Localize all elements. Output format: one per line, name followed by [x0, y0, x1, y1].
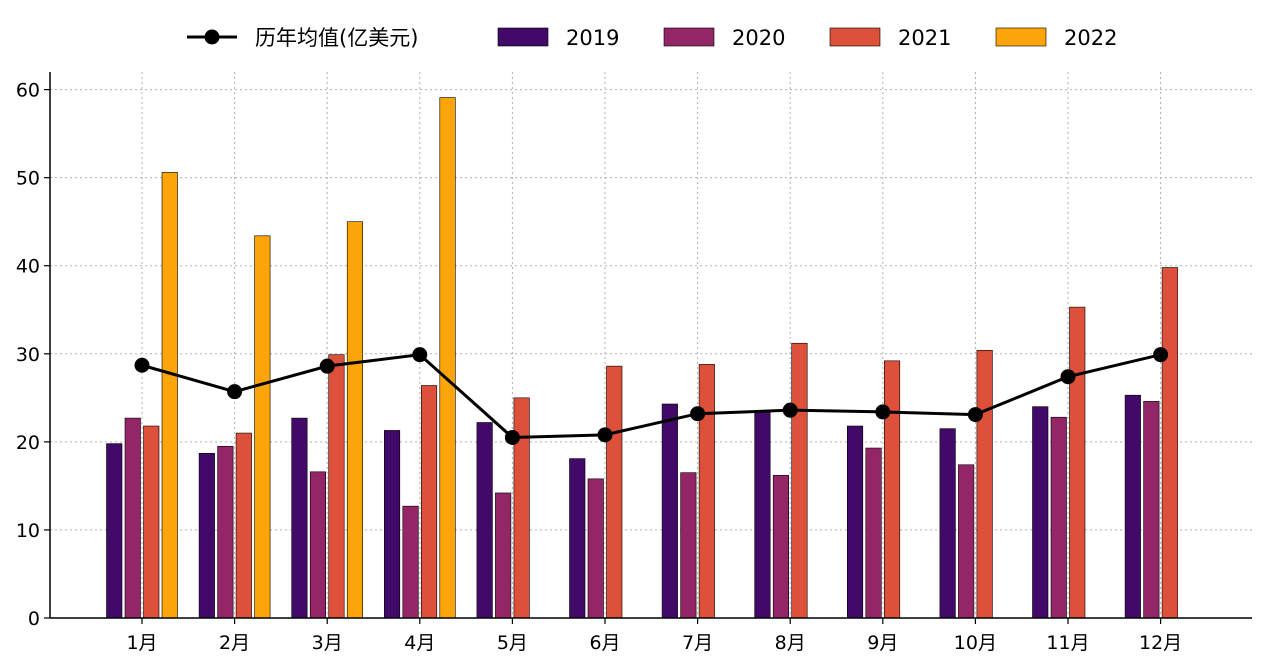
legend-label: 2020 — [732, 26, 785, 50]
y-tick-label: 10 — [16, 520, 40, 542]
bar-2020 — [1143, 401, 1160, 619]
bar-2019 — [476, 422, 493, 619]
bar-2021 — [143, 425, 160, 619]
x-tick-label: 12月 — [1139, 632, 1182, 654]
legend-label: 2022 — [1064, 26, 1117, 50]
bar-2022 — [161, 172, 178, 619]
average-point — [134, 357, 150, 373]
bar-2019 — [754, 410, 771, 619]
bar-2020 — [1050, 416, 1067, 619]
bar-2021 — [235, 432, 252, 619]
y-tick-label: 60 — [16, 80, 40, 102]
average-point — [504, 429, 520, 445]
bar-2020 — [402, 505, 419, 619]
average-point — [319, 358, 335, 374]
bar-2019 — [939, 428, 956, 619]
bar-2021 — [698, 364, 715, 619]
y-tick-label: 50 — [16, 168, 40, 190]
bar-2022 — [254, 235, 271, 619]
average-point — [875, 404, 891, 420]
legend-swatch-2020 — [663, 27, 715, 47]
x-tick-label: 5月 — [497, 632, 528, 654]
legend-line-marker — [204, 29, 220, 45]
bar-2020 — [865, 447, 882, 619]
legend-label: 2019 — [566, 26, 619, 50]
bar-2020 — [217, 445, 234, 619]
bar-2021 — [883, 360, 901, 619]
bar-2020 — [124, 417, 141, 619]
bar-2019 — [661, 403, 678, 619]
x-tick-label: 9月 — [867, 632, 898, 654]
legend-label: 历年均值(亿美元) — [255, 26, 418, 50]
x-tick-label: 1月 — [126, 632, 157, 654]
bar-2022 — [439, 97, 456, 619]
gridlines — [50, 72, 1252, 618]
bar-2021 — [606, 365, 623, 619]
average-line — [141, 353, 1161, 439]
average-point — [690, 406, 706, 422]
bar-2020 — [680, 472, 697, 619]
average-line-series — [134, 347, 1169, 445]
bar-2019 — [1032, 406, 1049, 619]
average-point — [967, 407, 983, 423]
legend-swatch-2022 — [995, 27, 1047, 47]
bar-2020 — [495, 492, 512, 619]
bar-2022 — [346, 221, 364, 619]
bar-2021 — [420, 385, 438, 619]
bar-2021 — [791, 342, 808, 619]
bar-2020 — [309, 471, 327, 619]
x-tick-label: 3月 — [312, 632, 343, 654]
average-point — [1060, 369, 1076, 385]
legend: 历年均值(亿美元) 2019 2020 2021 2022 — [187, 26, 1117, 50]
y-tick-label: 20 — [16, 432, 40, 454]
bar-2019 — [106, 443, 123, 619]
bar-2019 — [1124, 394, 1141, 619]
axes: 0 10 20 30 40 50 60 1月 2月 3月 4月 5月 6月 7月 8月 9月 10月 11月 12月 — [16, 72, 1252, 654]
bar-2019 — [198, 453, 215, 619]
y-tick-label: 40 — [16, 256, 40, 278]
x-tick-label: 2月 — [219, 632, 250, 654]
bar-2021 — [976, 349, 993, 619]
x-tick-label: 4月 — [404, 632, 435, 654]
bar-2020 — [958, 464, 975, 619]
bar-2019 — [383, 430, 401, 619]
x-tick-label: 8月 — [775, 632, 806, 654]
x-tick-label: 11月 — [1046, 632, 1089, 654]
bar-2019 — [291, 417, 308, 619]
bar-2021 — [1069, 306, 1086, 619]
y-tick-label: 0 — [28, 608, 40, 630]
bar-2020 — [772, 475, 790, 619]
average-point — [1153, 347, 1169, 363]
legend-swatch-2021 — [829, 27, 881, 47]
average-point — [782, 402, 798, 418]
y-tick-label: 30 — [16, 344, 40, 366]
bar-2020 — [587, 478, 604, 619]
average-point — [412, 347, 428, 363]
x-tick-label: 10月 — [954, 632, 997, 654]
average-point — [597, 427, 613, 443]
legend-label: 2021 — [898, 26, 951, 50]
bars — [106, 97, 1178, 619]
bar-2019 — [846, 425, 864, 619]
bar-2019 — [569, 458, 586, 619]
average-point — [227, 384, 243, 400]
x-tick-label: 6月 — [589, 632, 620, 654]
legend-swatch-2019 — [497, 27, 549, 47]
bar-2021 — [513, 397, 530, 619]
bar-2021 — [328, 354, 345, 619]
bar-2021 — [1161, 267, 1178, 619]
x-tick-label: 7月 — [682, 632, 713, 654]
